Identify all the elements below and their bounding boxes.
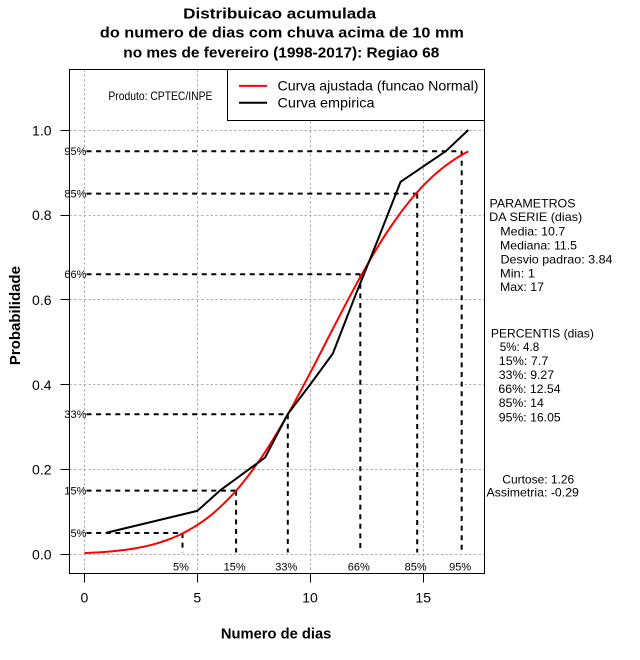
svg-text:85%: 85% — [405, 562, 427, 574]
svg-text:1.0: 1.0 — [32, 122, 52, 138]
svg-text:Produto: CPTEC/INPE: Produto: CPTEC/INPE — [108, 89, 212, 103]
svg-text:0.4: 0.4 — [32, 377, 52, 393]
svg-text:PERCENTIS (dias): PERCENTIS (dias) — [491, 326, 594, 340]
svg-text:Mediana: 11.5: Mediana: 11.5 — [500, 238, 577, 252]
svg-text:Max: 17: Max: 17 — [500, 280, 544, 294]
svg-text:Probabilidade: Probabilidade — [7, 266, 24, 365]
svg-text:15%: 15% — [64, 486, 86, 498]
svg-text:0.8: 0.8 — [32, 207, 52, 223]
svg-text:85%: 85% — [64, 189, 86, 201]
svg-text:PARAMETROS: PARAMETROS — [490, 196, 576, 210]
svg-text:66%: 66% — [64, 269, 86, 281]
svg-text:DA SERIE (dias): DA SERIE (dias) — [489, 210, 582, 224]
svg-text:Media: 10.7: Media: 10.7 — [500, 224, 565, 238]
svg-text:Curva ajustada (funcao Normal): Curva ajustada (funcao Normal) — [278, 77, 479, 93]
svg-text:15%: 7.7: 15%: 7.7 — [499, 354, 549, 368]
svg-text:5%: 5% — [70, 528, 86, 540]
svg-text:10: 10 — [302, 590, 318, 606]
svg-text:33%: 9.27: 33%: 9.27 — [499, 368, 555, 382]
svg-text:0.2: 0.2 — [32, 462, 52, 478]
svg-text:Desvio padrao: 3.84: Desvio padrao: 3.84 — [501, 253, 613, 267]
svg-text:33%: 33% — [64, 409, 86, 421]
svg-text:Assimetria: -0.29: Assimetria: -0.29 — [487, 486, 580, 500]
svg-text:no mes de fevereiro (1998-2017: no mes de fevereiro (1998-2017): Regiao … — [123, 44, 439, 61]
svg-text:Distribuicao acumulada: Distribuicao acumulada — [183, 5, 377, 22]
svg-text:5: 5 — [193, 590, 201, 606]
svg-text:85%: 14: 85%: 14 — [499, 396, 544, 410]
svg-text:5%: 5% — [173, 562, 189, 574]
svg-text:0.0: 0.0 — [32, 547, 52, 563]
svg-text:15: 15 — [415, 590, 431, 606]
svg-text:33%: 33% — [275, 562, 297, 574]
svg-text:Numero de dias: Numero de dias — [221, 625, 332, 642]
svg-text:66%: 66% — [348, 562, 370, 574]
svg-text:Curva empirica: Curva empirica — [278, 94, 375, 110]
svg-text:66%: 12.54: 66%: 12.54 — [498, 382, 561, 396]
svg-text:95%: 16.05: 95%: 16.05 — [499, 410, 561, 424]
svg-text:0: 0 — [81, 590, 89, 606]
svg-text:15%: 15% — [224, 562, 246, 574]
svg-text:95%: 95% — [449, 562, 471, 574]
svg-text:95%: 95% — [64, 146, 86, 158]
svg-text:do numero de dias com chuva ac: do numero de dias com chuva acima de 10 … — [100, 25, 464, 42]
svg-text:Min: 1: Min: 1 — [500, 267, 535, 281]
svg-text:0.6: 0.6 — [32, 292, 52, 308]
svg-text:Curtose: 1.26: Curtose: 1.26 — [502, 473, 574, 487]
svg-text:5%: 4.8: 5%: 4.8 — [500, 340, 540, 354]
